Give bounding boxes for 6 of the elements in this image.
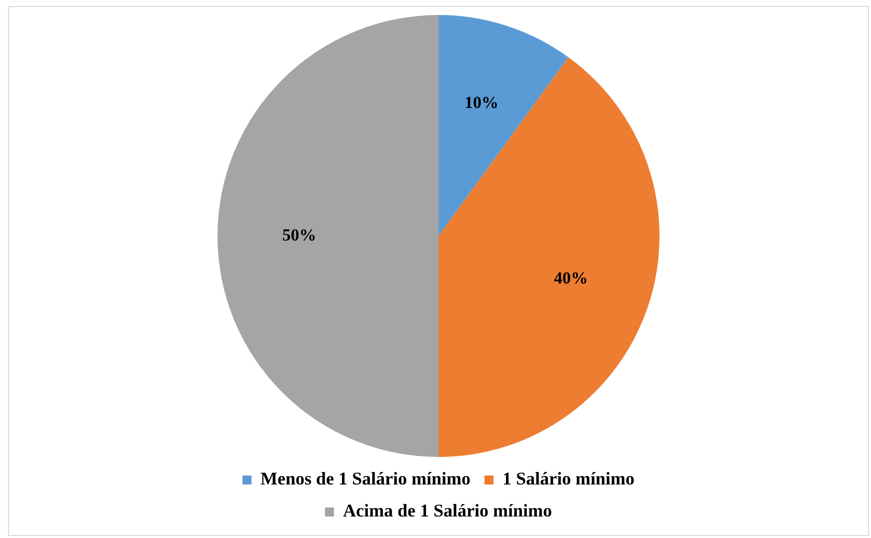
legend-label: 1 Salário mínimo [502,468,635,489]
data-label: 40% [554,268,588,288]
data-label: 10% [464,92,499,112]
legend-label: Acima de 1 Salário mínimo [343,500,552,521]
legend-label: Menos de 1 Salário mínimo [260,468,470,489]
data-label: 50% [282,225,316,244]
